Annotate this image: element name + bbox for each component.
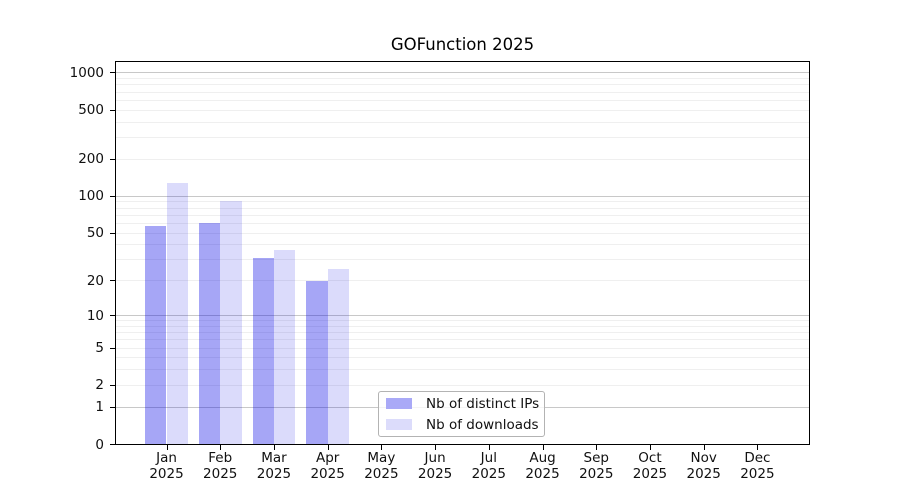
y-gridline-major xyxy=(116,72,809,74)
y-gridline-minor xyxy=(116,244,809,246)
y-tick-mark xyxy=(110,384,115,386)
bar-distinct-ips-mar xyxy=(252,258,274,444)
y-gridline-minor xyxy=(116,137,809,139)
x-tick-label: May 2025 xyxy=(364,450,399,482)
y-gridline-minor xyxy=(116,158,809,160)
y-gridline-minor xyxy=(116,357,809,359)
y-tick-mark xyxy=(110,232,115,234)
x-tick-mark xyxy=(757,445,759,450)
y-tick-mark xyxy=(110,315,115,317)
x-tick-label: Jul 2025 xyxy=(471,450,506,482)
y-tick-mark xyxy=(110,109,115,111)
x-tick-label: Jan 2025 xyxy=(149,450,184,482)
legend-item-downloads: Nb of downloads xyxy=(379,416,544,434)
x-tick-mark xyxy=(542,445,544,450)
y-gridline-minor xyxy=(116,222,809,224)
x-tick-label: Jun 2025 xyxy=(417,450,453,482)
x-tick-label: Mar 2025 xyxy=(256,450,292,482)
x-tick-mark xyxy=(596,445,598,450)
y-tick-mark xyxy=(110,158,115,160)
y-gridline-minor xyxy=(116,339,809,341)
y-gridline-minor xyxy=(116,232,809,234)
x-tick-mark xyxy=(381,445,383,450)
y-gridline-minor xyxy=(116,325,809,327)
y-tick-label: 10 xyxy=(86,307,104,324)
y-gridline-minor xyxy=(116,207,809,209)
y-gridline-minor xyxy=(116,320,809,322)
x-tick-mark xyxy=(649,445,651,450)
y-tick-mark xyxy=(110,347,115,349)
y-tick-label: 1000 xyxy=(69,64,104,81)
y-tick-label: 2 xyxy=(95,377,104,394)
x-tick-label: Dec 2025 xyxy=(740,450,775,482)
y-tick-mark xyxy=(110,444,115,445)
y-gridline-minor xyxy=(116,347,809,349)
legend-label-distinct-ips: Nb of distinct IPs xyxy=(426,395,540,412)
bar-distinct-ips-apr xyxy=(306,280,328,444)
x-tick-mark xyxy=(327,445,329,450)
x-tick-label: Apr 2025 xyxy=(310,450,345,482)
bar-downloads-mar xyxy=(273,250,296,444)
legend-label-downloads: Nb of downloads xyxy=(426,416,539,433)
y-gridline-minor xyxy=(116,280,809,282)
y-tick-mark xyxy=(110,406,115,408)
y-tick-mark xyxy=(110,195,115,197)
legend-swatch-downloads xyxy=(386,419,412,430)
bar-downloads-jan xyxy=(166,183,188,444)
y-gridline-minor xyxy=(116,99,809,101)
y-tick-label: 20 xyxy=(86,272,104,289)
y-gridline-minor xyxy=(116,84,809,86)
y-gridline-major xyxy=(116,195,809,197)
legend: Nb of distinct IPs Nb of downloads xyxy=(378,391,545,437)
y-tick-mark xyxy=(110,280,115,282)
y-gridline-minor xyxy=(116,384,809,386)
y-gridline-minor xyxy=(116,369,809,371)
y-tick-label: 0 xyxy=(95,436,104,453)
y-tick-label: 50 xyxy=(86,225,104,242)
x-tick-mark xyxy=(220,445,222,450)
y-tick-label: 500 xyxy=(78,102,104,119)
x-tick-label: Feb 2025 xyxy=(203,450,238,482)
bar-distinct-ips-jan xyxy=(145,226,167,444)
x-tick-label: Nov 2025 xyxy=(686,450,721,482)
bar-distinct-ips-feb xyxy=(198,222,221,444)
y-tick-label: 200 xyxy=(78,151,104,168)
y-gridline-minor xyxy=(116,332,809,334)
y-gridline-major xyxy=(116,315,809,317)
y-gridline-minor xyxy=(116,78,809,80)
x-tick-label: Aug 2025 xyxy=(525,450,560,482)
bar-downloads-feb xyxy=(220,200,242,444)
x-tick-mark xyxy=(488,445,490,450)
x-tick-mark xyxy=(166,445,168,450)
x-tick-label: Oct 2025 xyxy=(632,450,668,482)
y-tick-label: 1 xyxy=(95,399,104,416)
y-gridline-minor xyxy=(116,214,809,216)
x-tick-label: Sep 2025 xyxy=(579,450,614,482)
x-tick-mark xyxy=(435,445,437,450)
y-gridline-minor xyxy=(116,91,809,93)
bar-downloads-apr xyxy=(327,269,350,444)
legend-swatch-distinct-ips xyxy=(386,398,412,409)
y-tick-label: 100 xyxy=(78,188,104,205)
x-tick-mark xyxy=(703,445,705,450)
y-tick-mark xyxy=(110,72,115,74)
x-tick-mark xyxy=(273,445,275,450)
legend-item-distinct-ips: Nb of distinct IPs xyxy=(379,395,544,413)
chart-title: GOFunction 2025 xyxy=(390,35,535,54)
y-gridline-minor xyxy=(116,259,809,261)
y-gridline-minor xyxy=(116,201,809,203)
y-gridline-minor xyxy=(116,121,809,123)
y-gridline-minor xyxy=(116,109,809,111)
y-tick-label: 5 xyxy=(95,340,104,357)
